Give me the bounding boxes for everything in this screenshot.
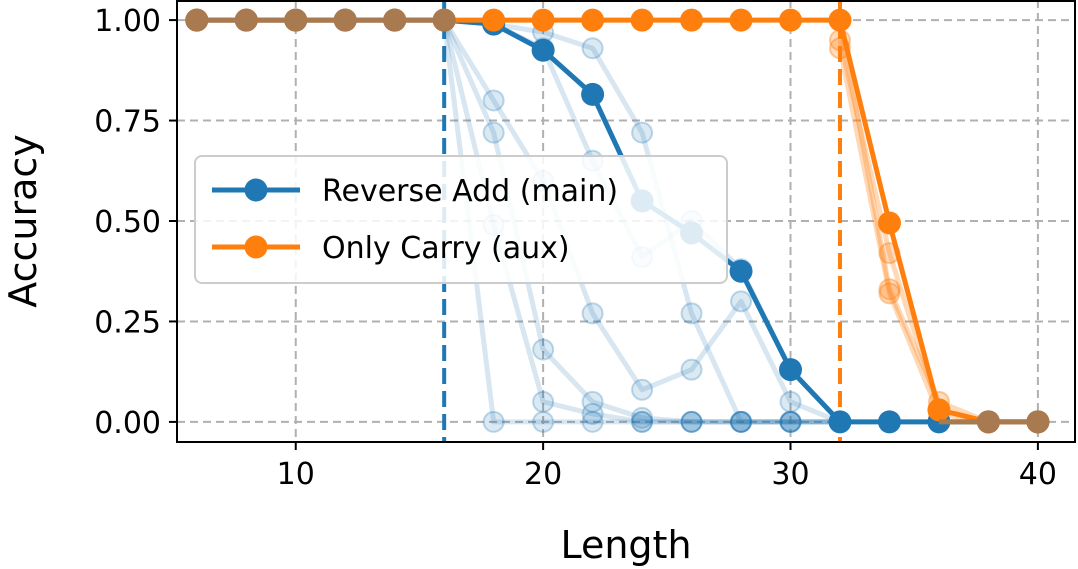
series-aux-point [779,8,803,32]
faded-main-run-point [581,37,604,60]
faded-main-run-point [779,410,802,433]
faded-main-run-point [631,410,654,433]
faded-main-run-point [631,410,654,433]
series-main-point [877,410,901,434]
faded-main-run-point [730,410,753,433]
series-main-point [729,259,753,283]
faded-main-run-point [779,410,802,433]
faded-main-run-point [680,358,703,381]
series-main-point [581,82,605,106]
series-aux-point [482,8,506,32]
legend-swatch-marker [244,235,268,259]
faded-main-run-point [532,410,555,433]
faded-main-run-point [680,410,703,433]
series-aux-point [828,8,852,32]
overlap-point [234,8,258,32]
faded-main-run-point [680,410,703,433]
faded-main-run-point [631,121,654,144]
faded-aux-run-line [837,39,990,425]
y-tick-label: 0.25 [94,305,161,340]
faded-main-run-point [680,302,703,325]
faded-main-run-point [532,338,555,361]
overlap-point [185,8,209,32]
overlap-point [976,410,1000,434]
faded-main-run-point [631,378,654,401]
series-aux-point [729,8,753,32]
y-tick-label: 0.50 [94,205,161,240]
faded-main-run-point [482,410,505,433]
y-tick-label: 0.75 [94,105,161,140]
faded-main-run-point [680,410,703,433]
faded-main-run-point [730,410,753,433]
series-aux-point [877,211,901,235]
legend-label: Reverse Add (main) [322,174,618,209]
faded-main-run-line [442,18,841,425]
faded-aux-run-point [878,282,901,305]
x-tick-label: 20 [524,457,562,492]
faded-main-run-point [730,410,753,433]
y-axis-label: Accuracy [1,134,45,308]
series-aux-point [531,8,555,32]
axis-ticks: 10 20 30 40 0.00 0.25 0.50 0.75 1.00 [94,4,1057,492]
faded-main-run-point [581,410,604,433]
series-main-point [531,38,555,62]
overlap-point [1026,410,1050,434]
faded-main-run-point [631,406,654,429]
faded-main-run-point [532,390,555,413]
x-tick-label: 10 [277,457,315,492]
faded-main-run-point [581,390,604,413]
faded-aux-run-point [878,278,901,301]
faded-main-run-point [779,410,802,433]
series-aux-point [927,398,951,422]
series-main-point [828,410,852,434]
overlap-point [432,8,456,32]
legend: Reverse Add (main) Only Carry (aux) [194,155,728,284]
faded-main-run-point [482,89,505,112]
legend-box [194,155,728,284]
faded-aux-run-line [837,19,990,425]
overlap-point [383,8,407,32]
series-aux-point [581,8,605,32]
series-lines [185,8,1050,434]
faded-main-run-point [779,410,802,433]
series-aux-point [630,8,654,32]
y-tick-label: 0.00 [94,406,161,441]
faded-main-run-point [581,402,604,425]
faded-main-run-point [779,390,802,413]
x-tick-label: 30 [771,457,809,492]
faded-main-run-point [730,290,753,313]
series-main-point [779,358,803,382]
x-axis-label: Length [560,523,691,567]
series-aux-point [680,8,704,32]
y-tick-label: 1.00 [94,4,161,39]
x-tick-label: 40 [1019,457,1057,492]
faded-main-run-point [730,410,753,433]
overlap-point [284,8,308,32]
faded-main-run-point [482,121,505,144]
legend-swatch-marker [244,178,268,202]
faded-main-run-line [441,19,840,425]
legend-label: Only Carry (aux) [322,231,570,266]
faded-main-run-line [443,17,840,425]
overlap-point [333,8,357,32]
faded-main-run-point [581,302,604,325]
